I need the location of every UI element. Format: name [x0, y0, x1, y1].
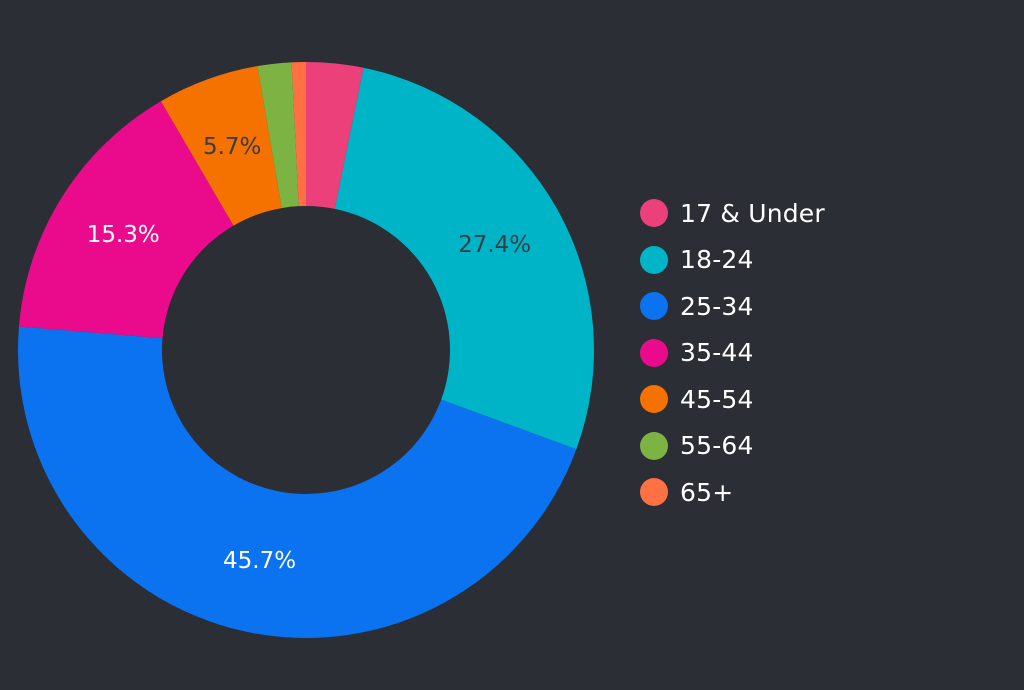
donut-chart: 27.4% 45.7% 15.3% 5.7% [17, 62, 594, 639]
legend-label: 18-24 [680, 245, 754, 275]
slice-35-44[interactable] [18, 101, 234, 339]
legend-label: 17 & Under [680, 198, 825, 228]
legend-item[interactable]: 18-24 [640, 237, 825, 284]
slice-55-64[interactable] [257, 62, 299, 209]
legend: 17 & Under 18-24 25-34 35-44 45-54 55-64 65+ [640, 190, 825, 516]
slice-18-24[interactable] [334, 67, 594, 450]
legend-label: 45-54 [680, 384, 754, 414]
slice-65[interactable] [291, 62, 306, 207]
legend-swatch [640, 292, 668, 321]
legend-swatch [640, 478, 668, 507]
data-label-35-44: 15.3% [87, 222, 160, 248]
legend-item[interactable]: 55-64 [640, 423, 825, 470]
legend-label: 25-34 [680, 291, 754, 321]
slice-25-34[interactable] [17, 326, 577, 639]
legend-item[interactable]: 17 & Under [640, 190, 825, 237]
legend-label: 55-64 [680, 431, 754, 461]
legend-swatch [640, 385, 668, 414]
legend-swatch [640, 245, 668, 274]
data-label-25-34: 45.7% [223, 548, 296, 574]
data-label-45-54: 5.7% [203, 134, 261, 160]
slice-45-54[interactable] [160, 66, 282, 226]
legend-swatch [640, 199, 668, 228]
legend-item[interactable]: 25-34 [640, 283, 825, 330]
legend-item[interactable]: 35-44 [640, 330, 825, 377]
legend-label: 35-44 [680, 338, 754, 368]
legend-item[interactable]: 65+ [640, 469, 825, 516]
legend-label: 65+ [680, 477, 734, 507]
data-label-18-24: 27.4% [458, 232, 531, 258]
legend-swatch [640, 431, 668, 460]
legend-item[interactable]: 45-54 [640, 376, 825, 423]
slice-17-under[interactable] [306, 62, 364, 209]
legend-swatch [640, 338, 668, 367]
